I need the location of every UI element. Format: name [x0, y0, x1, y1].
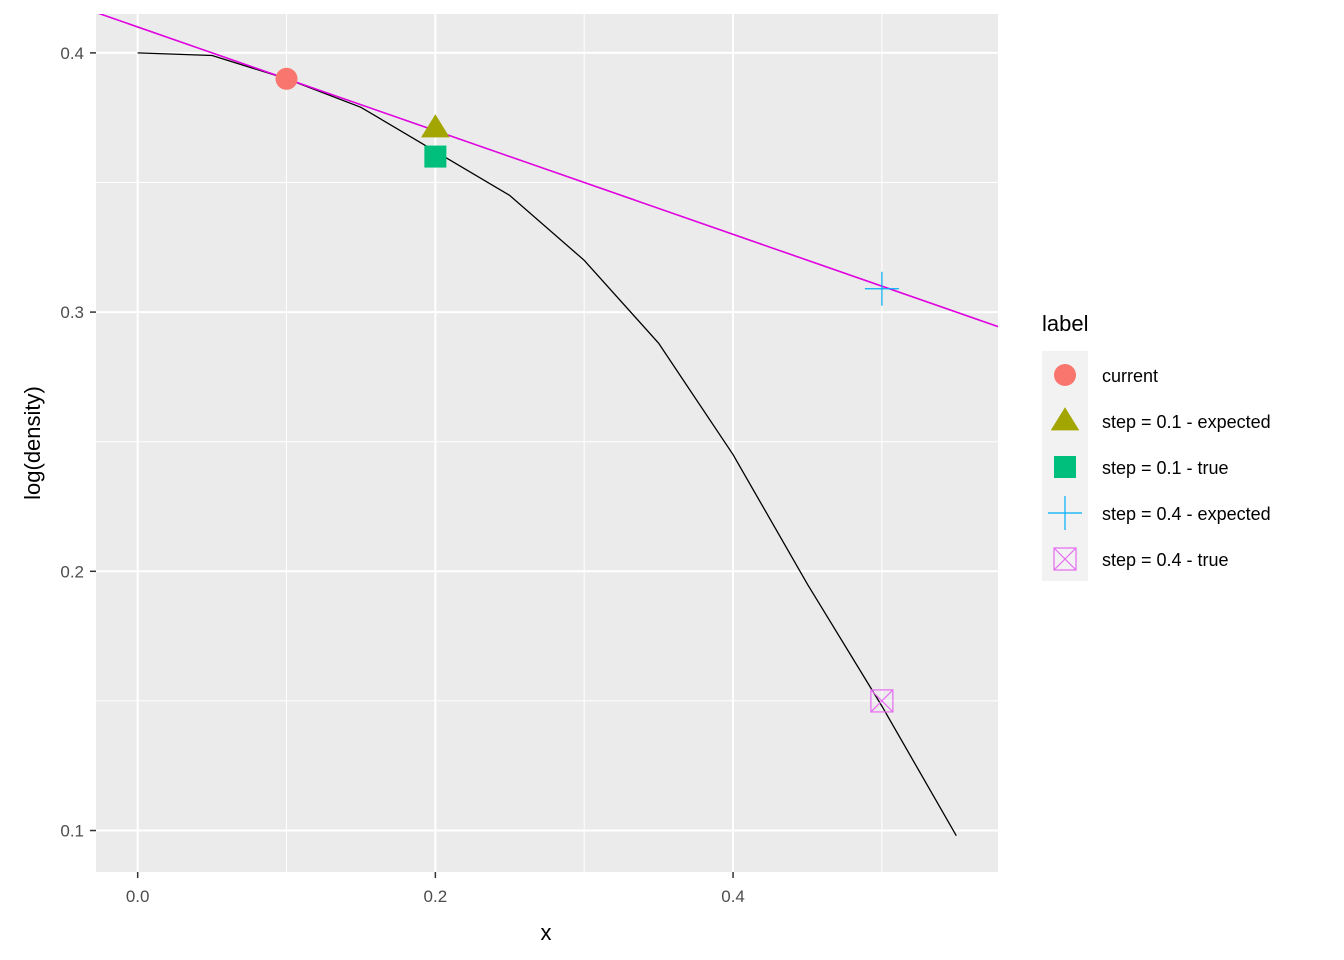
panel-background	[96, 14, 998, 872]
y-tick-label: 0.1	[60, 822, 84, 841]
x-tick-label: 0.0	[126, 887, 150, 906]
legend-key-circle	[1054, 364, 1076, 386]
legend-label-step-04-true: step = 0.4 - true	[1102, 550, 1229, 570]
legend-key-triangle	[1050, 407, 1080, 431]
legend-key-square	[1054, 456, 1076, 478]
point-plus-3	[864, 271, 899, 306]
y-tick-label: 0.3	[60, 303, 84, 322]
legend-key-plus	[1048, 496, 1082, 530]
plot-content	[98, 14, 998, 837]
axes: 0.0 0.2 0.4 0.1 0.2 0.3 0.4	[60, 44, 745, 906]
legend-label-step-01-expected: step = 0.1 - expected	[1102, 412, 1271, 432]
legend-label-step-01-true: step = 0.1 - true	[1102, 458, 1229, 478]
point-square-2	[424, 145, 447, 168]
legend-keys	[1048, 364, 1082, 571]
y-tick-label: 0.2	[60, 562, 84, 581]
legend-key-boxx	[1053, 547, 1077, 571]
point-circle-0	[275, 67, 298, 90]
legend-label-step-04-expected: step = 0.4 - expected	[1102, 504, 1271, 524]
legend: label current step = 0.1 - expected step…	[1042, 311, 1271, 581]
x-tick-label: 0.4	[721, 887, 745, 906]
grid	[96, 14, 998, 872]
legend-title: label	[1042, 311, 1088, 336]
y-tick-label: 0.4	[60, 44, 84, 63]
x-tick-label: 0.2	[424, 887, 448, 906]
point-boxx-4	[870, 689, 894, 713]
x-axis-title: x	[541, 920, 552, 945]
point-triangle-1	[421, 114, 450, 138]
tangent-line	[98, 14, 998, 328]
legend-label-current: current	[1102, 366, 1158, 386]
y-axis-title: log(density)	[20, 386, 45, 500]
